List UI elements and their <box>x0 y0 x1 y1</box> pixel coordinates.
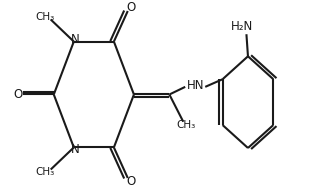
Text: CH₃: CH₃ <box>35 12 54 22</box>
Text: N: N <box>71 143 80 156</box>
Text: CH₃: CH₃ <box>177 120 196 130</box>
Text: O: O <box>14 88 23 101</box>
Text: H₂N: H₂N <box>231 20 253 33</box>
Text: N: N <box>71 33 80 46</box>
Text: HN: HN <box>187 79 204 92</box>
Text: O: O <box>126 175 136 188</box>
Text: CH₃: CH₃ <box>35 167 54 177</box>
Text: O: O <box>126 1 136 14</box>
